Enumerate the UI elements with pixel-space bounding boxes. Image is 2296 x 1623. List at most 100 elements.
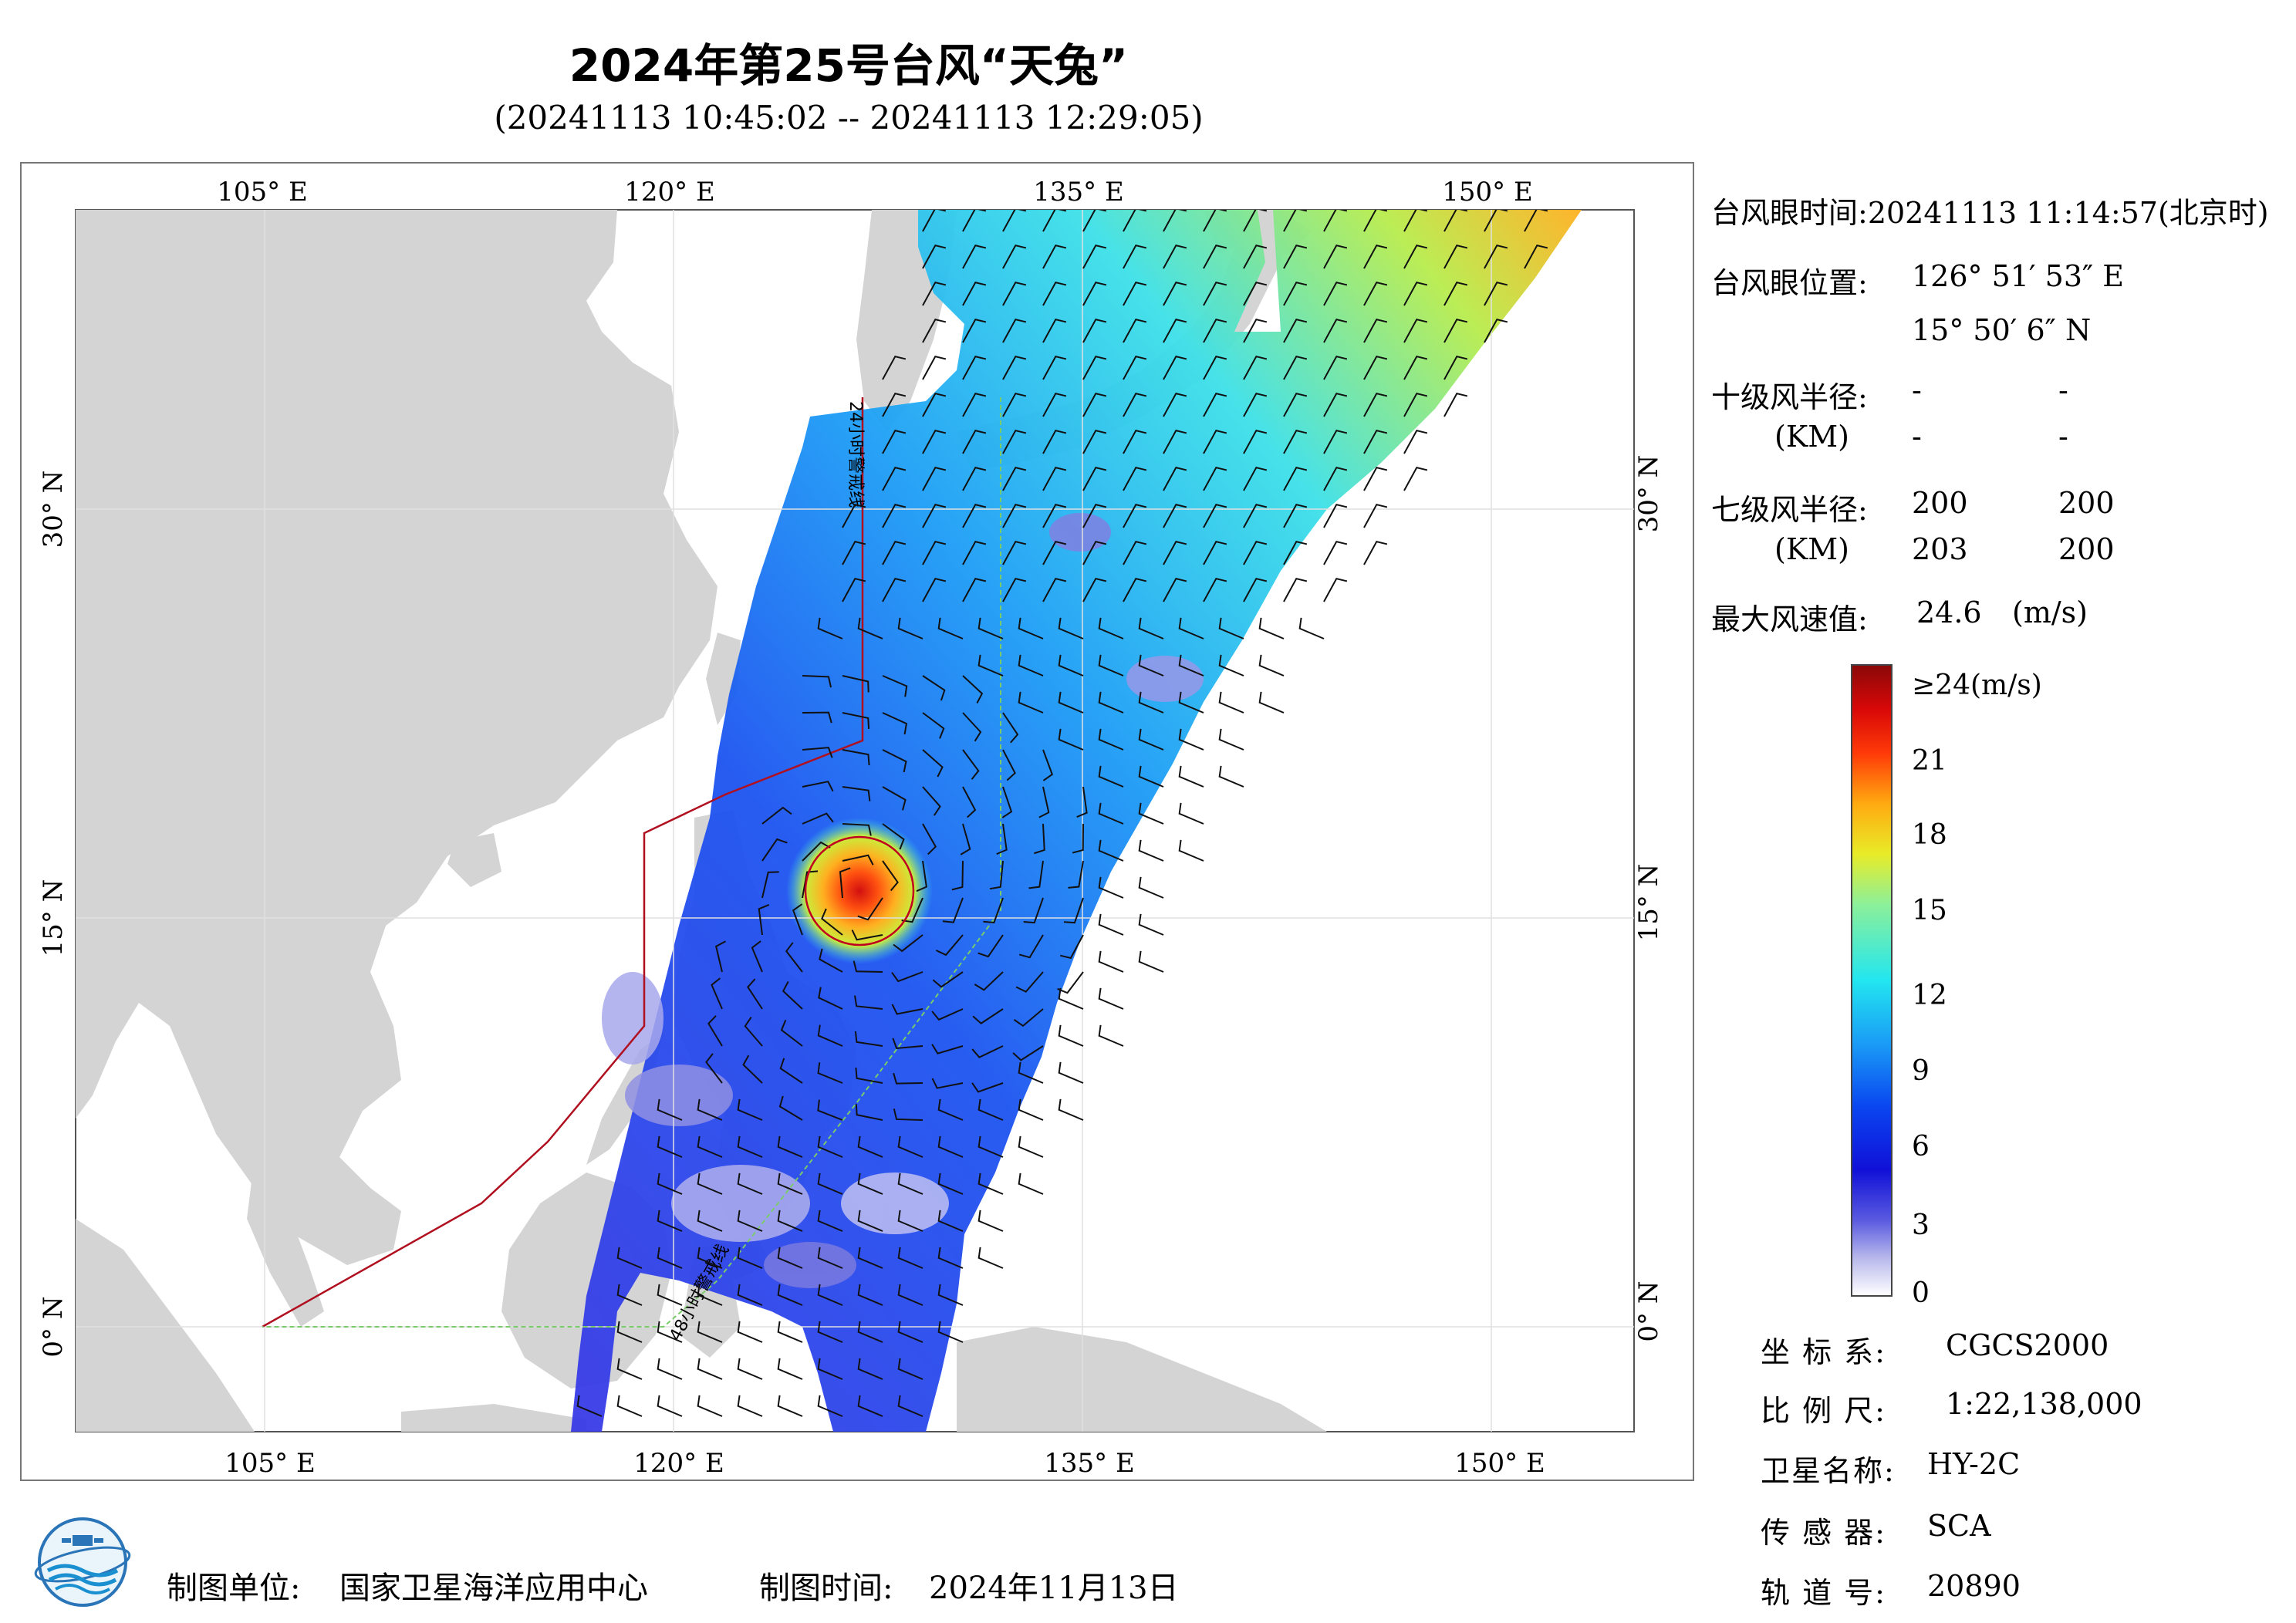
wind-barb [1218, 765, 1244, 788]
wind-swath [571, 210, 1582, 1432]
wind-barb [1178, 617, 1204, 639]
satellite-label: 卫星名称: [1761, 1454, 1896, 1488]
wind-barb [1098, 950, 1124, 973]
wind-barb [777, 1135, 803, 1158]
wind-barb [977, 1173, 1004, 1195]
wind-barb [737, 1284, 763, 1306]
wind-barb [935, 934, 964, 957]
wind-barb [1298, 617, 1325, 639]
wind-barb [882, 467, 907, 491]
wind-barb [1163, 504, 1187, 528]
wind-barb [657, 1098, 683, 1121]
wind-barb [983, 897, 1004, 924]
wind-barb [854, 995, 883, 1010]
wind-barb [1163, 541, 1187, 565]
wind-barb [1002, 749, 1016, 781]
low-wind-patch [841, 1173, 949, 1234]
wind-barb [857, 1284, 883, 1306]
low-wind-patch [1126, 656, 1204, 702]
wind-barb [1015, 971, 1044, 993]
wind-barb [922, 823, 937, 855]
wind-barb [777, 1321, 803, 1343]
wind-barb [1323, 504, 1348, 528]
wind-barb [1403, 282, 1428, 306]
r10-value: - [2058, 420, 2068, 454]
wind-barb [711, 977, 723, 1010]
r7-unit: (KM) [1774, 532, 1849, 566]
wind-barb [657, 1173, 683, 1195]
wind-barb [1042, 504, 1067, 528]
wind-barb [1002, 210, 1027, 232]
wind-barb [802, 747, 833, 758]
wind-barb [989, 860, 1004, 890]
wind-barb [937, 1247, 964, 1269]
wind-barb [1323, 319, 1348, 343]
low-wind-patches [602, 513, 1204, 1288]
wind-barb [962, 504, 987, 528]
wind-barb [1484, 245, 1508, 269]
wind-barb [1058, 691, 1084, 714]
wind-barb [1123, 245, 1147, 269]
wind-barb [897, 617, 923, 639]
wind-barb [817, 1135, 843, 1158]
wind-barbs [576, 210, 1548, 1417]
wind-barb [1163, 467, 1187, 491]
wind-barb [962, 245, 987, 269]
wind-barb [922, 786, 941, 816]
wind-barb [842, 504, 866, 528]
wind-barb [1443, 356, 1468, 380]
colorbar [1851, 664, 1893, 1297]
wind-barb [1042, 319, 1067, 343]
wind-barb [1163, 319, 1187, 343]
wind-barb [817, 1321, 843, 1343]
wind-barb [882, 393, 907, 417]
wind-barb [1058, 1024, 1084, 1047]
wind-barb [1058, 728, 1084, 751]
wind-barb [697, 1247, 723, 1269]
wind-barb [882, 860, 899, 892]
wind-barb [1203, 245, 1227, 269]
wind-barb [1123, 356, 1147, 380]
wind-barb [962, 356, 987, 380]
wind-barb [857, 1135, 883, 1158]
lon-tick-bottom: 105° E [225, 1448, 316, 1479]
wind-barb [1178, 728, 1204, 751]
wind-barb [1123, 504, 1147, 528]
wind-barb [1363, 430, 1388, 454]
lat-tick-left: 15° N [38, 879, 69, 957]
wind-barb [882, 504, 907, 528]
wind-barb [1243, 245, 1268, 269]
wind-barb [777, 1210, 803, 1232]
wind-barb [922, 675, 946, 701]
producer-label: 制图单位: [167, 1571, 301, 1606]
wind-barb [977, 1098, 1004, 1121]
wind-barb [1060, 934, 1084, 960]
wind-barb [1163, 578, 1187, 602]
wind-barb [1178, 802, 1204, 825]
wind-barb [802, 812, 834, 825]
r10-unit: (KM) [1774, 420, 1849, 454]
r7-value: 200 [2058, 532, 2115, 566]
max-wind-label: 最大风速值: [1711, 602, 1868, 636]
wind-barb [1363, 541, 1388, 565]
eye-latitude: 15° 50′ 6″ N [1912, 313, 2092, 347]
wind-barb [951, 860, 964, 891]
wind-barb [1243, 210, 1268, 232]
wind-barb [962, 578, 987, 602]
wind-barb [1283, 282, 1308, 306]
wind-barb [922, 578, 947, 602]
wind-barb [1002, 712, 1019, 744]
wind-barb [897, 1210, 923, 1232]
wind-barb [1484, 282, 1508, 306]
lat-tick-right: 0° N [1633, 1281, 1664, 1341]
wind-barb [882, 749, 907, 773]
wind-barb [1098, 913, 1124, 936]
colorbar-label: 15 [1912, 895, 1947, 926]
wind-barb [657, 1135, 683, 1158]
wind-barb [1098, 728, 1124, 751]
wind-barb [857, 1358, 883, 1380]
wind-barb [1042, 393, 1067, 417]
wind-barb [882, 541, 907, 565]
eye-longitude: 126° 51′ 53″ E [1912, 259, 2125, 293]
